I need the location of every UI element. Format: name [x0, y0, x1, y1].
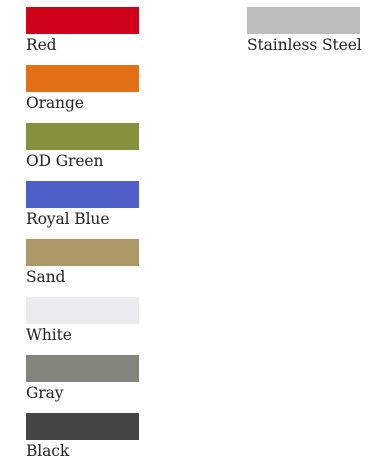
color-option-black[interactable]: Black — [26, 406, 166, 464]
color-option-orange[interactable]: Orange — [26, 58, 166, 116]
color-option-gray[interactable]: Gray — [26, 348, 166, 406]
color-option-od-green[interactable]: OD Green — [26, 116, 166, 174]
color-swatch[interactable] — [26, 355, 139, 382]
color-label: Black — [26, 442, 70, 460]
color-option-sand[interactable]: Sand — [26, 232, 166, 290]
color-label: Red — [26, 36, 57, 54]
color-swatch[interactable] — [26, 413, 139, 440]
color-label: White — [26, 326, 72, 344]
color-swatch[interactable] — [247, 7, 360, 34]
color-label: Royal Blue — [26, 210, 110, 228]
color-swatch[interactable] — [26, 123, 139, 150]
color-option-royal-blue[interactable]: Royal Blue — [26, 174, 166, 232]
color-label: OD Green — [26, 152, 104, 170]
color-option-red[interactable]: Red — [26, 0, 166, 58]
color-option-stainless-steel[interactable]: Stainless Steel — [247, 0, 372, 58]
color-label: Orange — [26, 94, 84, 112]
color-swatch[interactable] — [26, 181, 139, 208]
color-options-right: Stainless Steel — [247, 0, 372, 58]
color-label: Gray — [26, 384, 64, 402]
color-swatch[interactable] — [26, 239, 139, 266]
color-option-white[interactable]: White — [26, 290, 166, 348]
color-label: Sand — [26, 268, 66, 286]
color-options-left: Red Orange OD Green Royal Blue Sand Whit… — [26, 0, 166, 464]
color-label: Stainless Steel — [247, 36, 362, 54]
color-swatch[interactable] — [26, 297, 139, 324]
color-swatch[interactable] — [26, 7, 139, 34]
color-swatch[interactable] — [26, 65, 139, 92]
